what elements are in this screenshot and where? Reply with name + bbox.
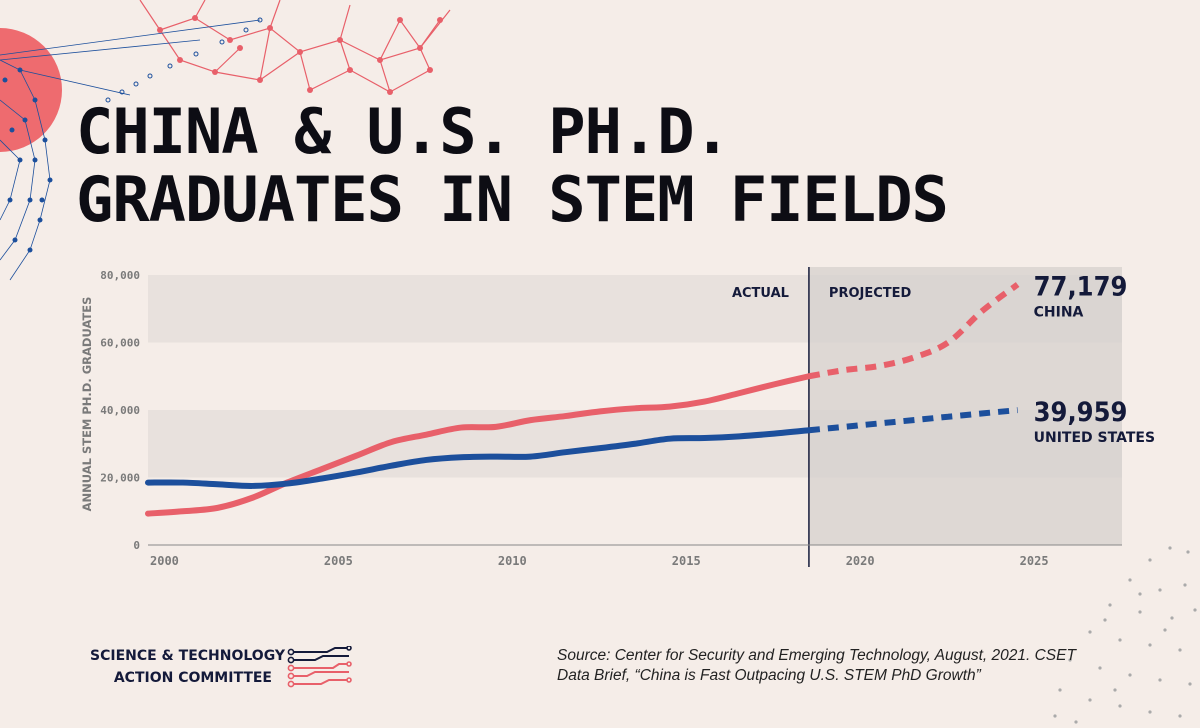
gray-dot-sphere-decoration [1053, 546, 1197, 724]
x-tick-label: 2000 [150, 554, 179, 568]
chart-title-line-1: CHINA & U.S. PH.D. [76, 95, 731, 168]
series-line-united-states-projected [808, 407, 1018, 434]
y-axis-title: ANNUAL STEM PH.D. GRADUATES [80, 297, 94, 512]
y-tick-label: 40,000 [100, 404, 140, 417]
x-tick-label: 2020 [846, 554, 875, 568]
end-name-label-united-states: UNITED STATES [1034, 430, 1155, 446]
circuit-logo-icon [287, 646, 352, 688]
y-tick-label: 80,000 [100, 269, 140, 282]
x-tick-label: 2010 [498, 554, 527, 568]
x-tick-label: 2025 [1020, 554, 1049, 568]
red-network-decoration [139, 0, 451, 95]
y-tick-label: 60,000 [100, 337, 140, 350]
source-line-2: Data Brief, “China is Fast Outpacing U.S… [557, 667, 981, 684]
end-value-label-united-states: 39,959 [1034, 397, 1128, 428]
y-tick-label: 0 [133, 539, 140, 552]
section-label-actual: ACTUAL [732, 286, 789, 301]
y-tick-label: 20,000 [100, 472, 140, 485]
series-line-united-states-actual [145, 427, 812, 489]
source-line-1: Source: Center for Security and Emerging… [557, 647, 1076, 664]
x-tick-label: 2015 [672, 554, 701, 568]
series-line-china-actual [145, 373, 812, 517]
x-tick-label: 2005 [324, 554, 353, 568]
end-value-label-china: 77,179 [1034, 272, 1128, 303]
projected-region [808, 267, 1122, 545]
org-name-line-2: ACTION COMMITTEE [113, 670, 272, 686]
red-circle-decoration [0, 28, 62, 152]
source-citation: Source: Center for Security and Emerging… [557, 646, 1117, 686]
blue-network-decoration [0, 17, 263, 281]
org-name-line-1: SCIENCE & TECHNOLOGY [90, 648, 286, 664]
end-name-label-china: CHINA [1034, 305, 1084, 321]
chart-title-line-2: GRADUATES IN STEM FIELDS [76, 163, 949, 236]
series-line-china-projected [808, 282, 1020, 380]
section-label-projected: PROJECTED [829, 286, 912, 301]
